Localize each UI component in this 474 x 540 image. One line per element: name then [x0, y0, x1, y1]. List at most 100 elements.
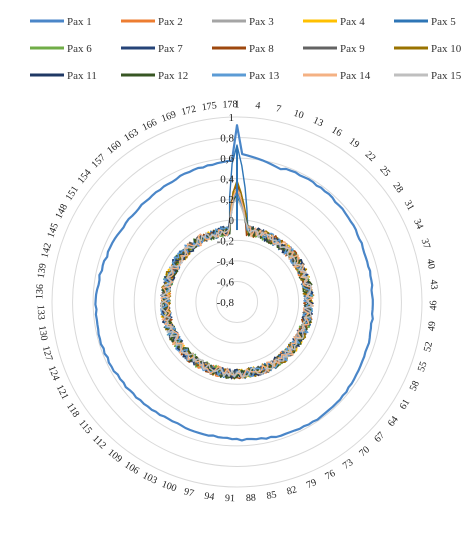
legend-label: Pax 11 — [67, 70, 97, 82]
radial-tick-label: -0,6 — [217, 276, 235, 288]
grid-ring — [174, 239, 300, 365]
series-lines — [94, 124, 374, 442]
category-label: 49 — [426, 321, 438, 332]
legend-label: Pax 4 — [340, 16, 365, 28]
category-label: 151 — [64, 184, 81, 203]
category-label: 145 — [45, 222, 61, 240]
radial-tick-label: -0,2 — [217, 235, 234, 247]
legend-label: Pax 15 — [431, 70, 462, 82]
series-line-pax-1 — [94, 124, 374, 442]
category-label: 163 — [122, 127, 141, 144]
category-label: 103 — [141, 470, 159, 487]
category-label: 4 — [255, 100, 261, 111]
series-line-pax-13 — [160, 192, 313, 378]
category-label: 79 — [305, 477, 318, 491]
legend-item: Pax 13 — [212, 70, 280, 82]
legend-item: Pax 3 — [212, 16, 274, 28]
category-label: 67 — [372, 430, 387, 445]
category-label: 25 — [377, 164, 392, 179]
radial-tick-labels: 1 0,8 0,6 0,4 0,2 0 -0,2 -0,4 -0,6 -0,8 — [217, 112, 235, 309]
category-label: 112 — [90, 433, 108, 451]
legend-item: Pax 15 — [394, 70, 462, 82]
category-label: 169 — [160, 109, 178, 125]
category-label: 85 — [266, 489, 278, 502]
category-label: 121 — [54, 383, 71, 401]
category-label: 37 — [419, 237, 432, 250]
category-label: 139 — [36, 262, 49, 279]
category-label: 82 — [286, 484, 299, 497]
legend-label: Pax 5 — [431, 16, 456, 28]
radial-tick-label: 0,8 — [220, 133, 234, 145]
category-label: 52 — [422, 341, 435, 353]
legend-label: Pax 13 — [249, 70, 280, 82]
legend-item: Pax 12 — [121, 70, 188, 82]
grid-ring — [72, 137, 402, 467]
category-label: 7 — [275, 103, 282, 115]
category-label: 130 — [36, 325, 49, 342]
legend-label: Pax 9 — [340, 43, 365, 55]
category-label: 118 — [64, 401, 81, 419]
radial-tick-label: -0,8 — [217, 297, 235, 309]
category-label: 43 — [427, 279, 439, 290]
legend-label: Pax 2 — [158, 16, 183, 28]
category-label: 58 — [408, 379, 422, 393]
legend-item: Pax 6 — [30, 43, 92, 55]
category-label: 166 — [140, 117, 158, 134]
category-label: 178 — [222, 99, 237, 111]
grid-ring — [154, 219, 320, 385]
series-line-pax-15 — [160, 198, 313, 379]
category-label: 91 — [225, 493, 235, 504]
category-label: 13 — [311, 115, 325, 129]
category-label: 19 — [347, 136, 362, 151]
radial-tick-label: 0,2 — [220, 194, 234, 206]
category-label: 61 — [398, 397, 413, 411]
legend-item: Pax 4 — [303, 16, 365, 28]
category-label: 136 — [34, 284, 46, 300]
legend-label: Pax 14 — [340, 70, 371, 82]
category-label: 142 — [39, 242, 54, 259]
category-label: 88 — [246, 492, 257, 504]
category-label: 115 — [76, 418, 94, 436]
category-label: 34 — [411, 217, 425, 231]
category-label: 55 — [416, 360, 430, 373]
legend-item: Pax 7 — [121, 43, 183, 55]
category-label: 31 — [402, 198, 416, 212]
legend-label: Pax 1 — [67, 16, 92, 28]
category-label: 154 — [76, 167, 94, 186]
legend-item: Pax 1 — [30, 16, 92, 28]
category-label: 97 — [183, 486, 195, 499]
radial-tick-label: 0 — [229, 215, 235, 227]
category-label: 76 — [323, 468, 337, 482]
category-label: 127 — [40, 345, 55, 362]
category-label: 175 — [201, 100, 217, 113]
grid-ring — [215, 280, 259, 324]
category-label: 133 — [35, 305, 47, 321]
category-label: 22 — [363, 149, 378, 164]
category-label: 148 — [53, 202, 70, 220]
legend-label: Pax 12 — [158, 70, 188, 82]
category-label: 46 — [428, 300, 439, 310]
category-label: 160 — [105, 139, 124, 157]
category-label: 70 — [357, 444, 372, 459]
grid-ring — [51, 116, 423, 488]
category-label: 124 — [46, 364, 62, 382]
legend-item: Pax 14 — [303, 70, 371, 82]
category-label: 106 — [122, 460, 141, 477]
category-label: 157 — [90, 152, 108, 170]
legend-item: Pax 5 — [394, 16, 456, 28]
radial-tick-label: 0,6 — [220, 153, 234, 165]
radar-grid — [51, 116, 423, 488]
category-label: 172 — [180, 104, 197, 118]
category-label: 10 — [292, 108, 305, 122]
legend-label: Pax 3 — [249, 16, 274, 28]
legend-item: Pax 10 — [394, 43, 462, 55]
radial-tick-label: -0,4 — [217, 256, 235, 268]
radial-tick-label: 1 — [229, 112, 235, 124]
category-label: 1 — [235, 99, 240, 110]
category-label: 109 — [105, 447, 124, 465]
category-label: 40 — [424, 258, 437, 270]
category-label: 94 — [204, 491, 215, 503]
legend-label: Pax 7 — [158, 43, 183, 55]
legend-label: Pax 8 — [249, 43, 274, 55]
